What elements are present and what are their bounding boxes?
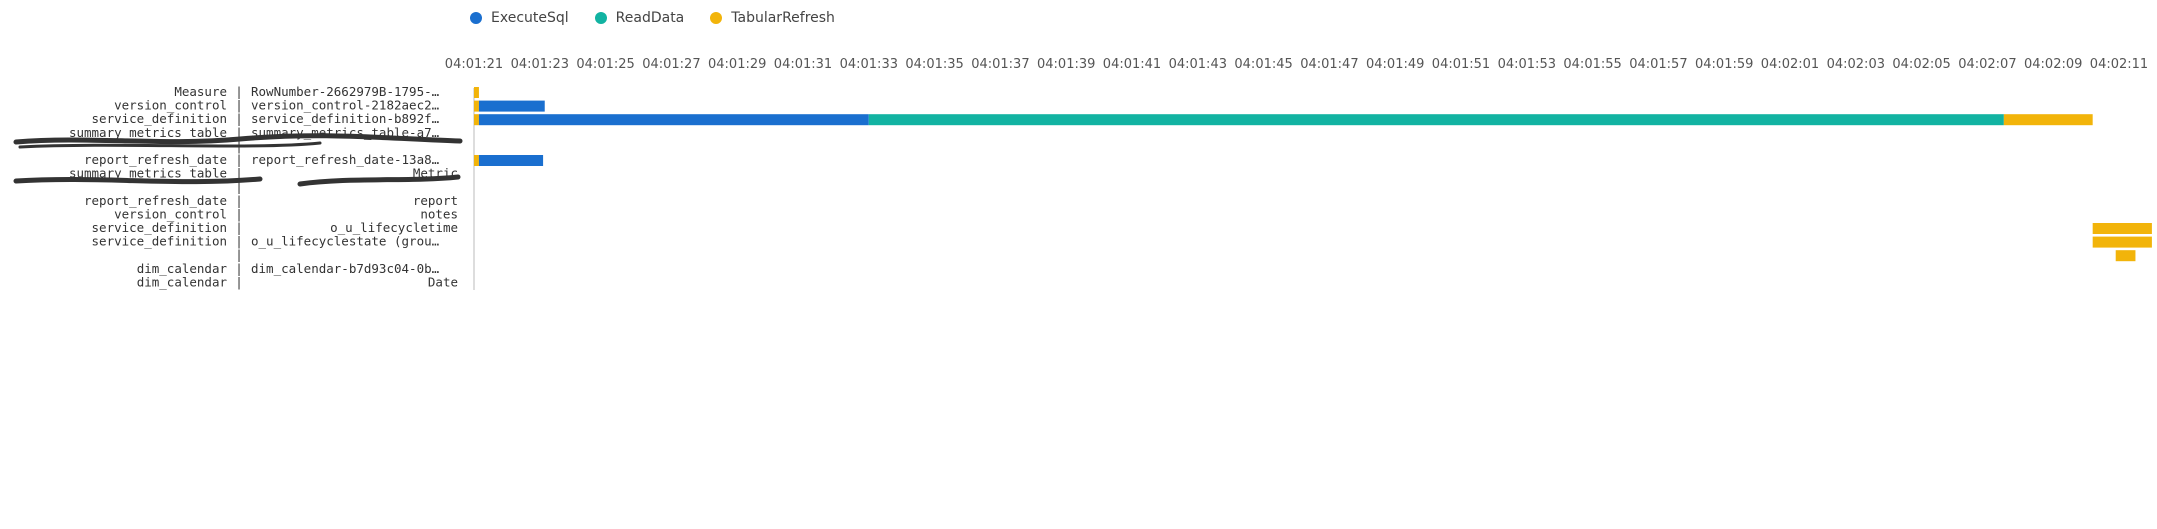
legend-label: ExecuteSql <box>491 10 569 26</box>
row-label-table: version_control <box>114 98 227 113</box>
x-tick-label: 04:02:01 <box>1761 57 1819 72</box>
row-separator: | <box>235 234 243 249</box>
row-separator: | <box>235 247 243 262</box>
row-label-table: report_refresh_date <box>84 193 227 208</box>
x-tick-label: 04:01:41 <box>1103 57 1161 72</box>
legend-label: ReadData <box>615 10 685 26</box>
row-separator: | <box>235 261 243 276</box>
x-tick-label: 04:01:43 <box>1169 57 1227 72</box>
row-label-object: Date <box>428 274 458 289</box>
bar-tabularrefresh[interactable] <box>474 114 479 126</box>
timeline-bars <box>474 87 2152 262</box>
row-separator: | <box>235 111 243 126</box>
bar-tabularrefresh[interactable] <box>2092 236 2152 248</box>
bar-tabularrefresh[interactable] <box>2115 250 2136 262</box>
row-label-table: dim_calendar <box>137 274 228 289</box>
x-tick-label: 04:01:29 <box>708 57 766 72</box>
bar-tabularrefresh[interactable] <box>2092 223 2152 234</box>
x-tick-label: 04:01:47 <box>1300 57 1358 72</box>
row-label-table: Measure <box>174 84 227 99</box>
x-tick-label: 04:02:09 <box>2024 57 2082 72</box>
row-separator: | <box>235 206 243 221</box>
row-separator: | <box>235 220 243 235</box>
x-tick-label: 04:01:51 <box>1432 57 1490 72</box>
row-label-table: service_definition <box>92 111 227 126</box>
legend-dot-icon <box>594 12 607 24</box>
row-labels: Measure | RowNumber-2662979B-1795-…version… <box>69 84 458 289</box>
row-label-object: version_control-2182aec2… <box>251 98 440 113</box>
bar-executesql[interactable] <box>478 155 544 166</box>
bar-tabularrefresh[interactable] <box>2003 114 2093 126</box>
x-axis: 04:01:21 04:01:23 04:01:25 04:01:27 04:01:29… <box>445 57 2148 72</box>
row-separator: | <box>235 152 243 167</box>
legend-dot-icon <box>470 12 482 24</box>
row-separator: | <box>235 98 243 113</box>
row-label-object: o_u_lifecyclestate (grou… <box>251 234 440 249</box>
row-label-table: service_definition <box>92 220 227 235</box>
x-tick-label: 04:02:07 <box>1958 57 2016 72</box>
chart-legend: ExecuteSql ReadData TabularRefresh <box>470 6 835 30</box>
bar-tabularrefresh[interactable] <box>474 100 479 112</box>
bar-executesql[interactable] <box>478 114 869 126</box>
row-label-object: report_refresh_date-13a8… <box>251 152 440 167</box>
legend-item[interactable]: ExecuteSql <box>470 10 569 26</box>
row-label-table: report_refresh_date <box>84 152 227 167</box>
x-tick-label: 04:01:23 <box>511 57 569 72</box>
bar-tabularrefresh[interactable] <box>474 155 479 166</box>
x-tick-label: 04:01:59 <box>1695 57 1753 72</box>
row-separator: | <box>235 193 243 208</box>
row-separator: | <box>235 125 243 140</box>
x-tick-label: 04:01:27 <box>642 57 700 72</box>
x-tick-label: 04:01:31 <box>774 57 832 72</box>
x-tick-label: 04:01:21 <box>445 57 503 72</box>
x-tick-label: 04:02:03 <box>1827 57 1885 72</box>
legend-item[interactable]: TabularRefresh <box>710 10 835 26</box>
row-label-table: dim_calendar <box>137 261 228 276</box>
row-separator: | <box>235 166 243 181</box>
legend-item[interactable]: ReadData <box>594 10 685 26</box>
row-separator: | <box>235 179 243 194</box>
x-tick-label: 04:01:57 <box>1629 57 1687 72</box>
x-tick-label: 04:01:35 <box>905 57 963 72</box>
bar-tabularrefresh[interactable] <box>474 87 479 98</box>
x-tick-label: 04:01:53 <box>1498 57 1556 72</box>
row-label-table: summary_metrics_table <box>69 166 227 181</box>
x-tick-label: 04:01:33 <box>840 57 898 72</box>
bar-executesql[interactable] <box>478 100 545 112</box>
row-label-table: version_control <box>114 206 227 221</box>
row-separator: | <box>235 274 243 289</box>
x-tick-label: 04:01:39 <box>1037 57 1095 72</box>
row-label-object: RowNumber-2662979B-1795-… <box>251 84 440 99</box>
row-label-object: dim_calendar-b7d93c04-0b… <box>251 261 440 276</box>
x-tick-label: 04:02:05 <box>1892 57 1950 72</box>
row-separator: | <box>235 84 243 99</box>
row-label-table: summary_metrics_table <box>69 125 227 140</box>
legend-dot-icon <box>710 12 723 24</box>
x-tick-label: 04:02:11 <box>2090 57 2148 72</box>
x-tick-label: 04:01:25 <box>576 57 634 72</box>
legend-label: TabularRefresh <box>731 10 835 26</box>
x-tick-label: 04:01:55 <box>1563 57 1621 72</box>
x-tick-label: 04:01:45 <box>1234 57 1292 72</box>
redaction-marks <box>13 133 463 187</box>
bar-readdata[interactable] <box>868 114 2004 126</box>
row-label-object: o_u_lifecycletime <box>330 220 458 235</box>
row-label-object: service_definition-b892f… <box>251 111 440 126</box>
row-label-table: service_definition <box>92 234 227 249</box>
x-tick-label: 04:01:49 <box>1366 57 1424 72</box>
x-tick-label: 04:01:37 <box>971 57 1029 72</box>
row-label-object: notes <box>420 206 458 221</box>
row-label-object: report <box>413 193 458 208</box>
